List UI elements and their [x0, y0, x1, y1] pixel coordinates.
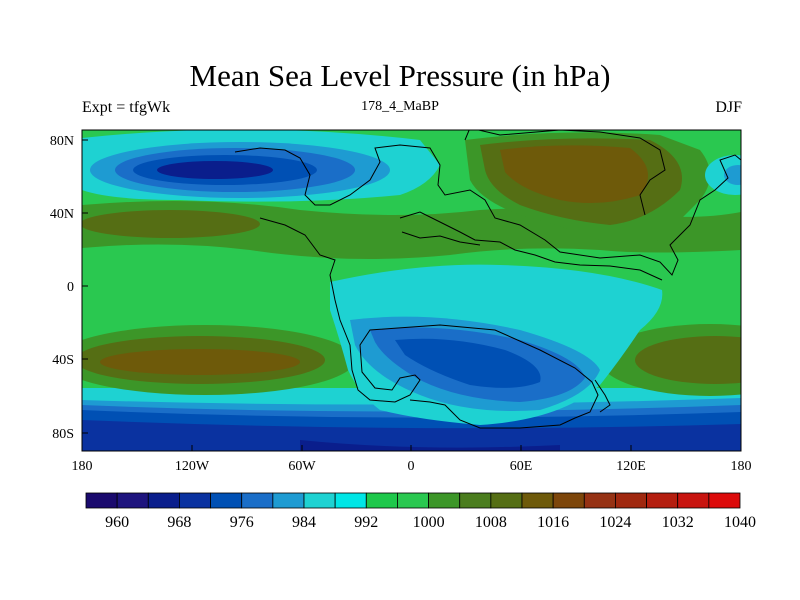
colorbar-swatch — [646, 492, 679, 509]
colorbar-label: 960 — [105, 514, 129, 531]
colorbar-swatch — [85, 492, 118, 509]
colorbar-swatch — [708, 492, 741, 509]
band-960-south — [300, 440, 560, 451]
y-tick-80n: 80N — [50, 134, 74, 149]
colorbar-swatch — [459, 492, 492, 509]
north-pangaea-coast — [234, 144, 741, 276]
colorbar-swatch — [272, 492, 305, 509]
x-tick-120w: 120W — [175, 459, 210, 474]
north-pangaea-coast-2 — [464, 130, 666, 216]
colorbar-swatch — [490, 492, 523, 509]
y-tick-80s: 80S — [52, 427, 74, 442]
colorbar-swatch — [147, 492, 180, 509]
map-title: Mean Sea Level Pressure (in hPa) — [189, 58, 611, 93]
colorbar-label: 984 — [292, 514, 316, 531]
season-label: DJF — [715, 99, 742, 116]
tethys-coast — [399, 211, 663, 281]
period-label: 178_4_MaBP — [361, 99, 439, 114]
experiment-label: Expt = tfgWk — [82, 99, 171, 116]
colorbar-swatch — [552, 492, 585, 509]
coastline — [234, 130, 741, 429]
subtropical-high-1020-east — [635, 336, 741, 384]
y-tick-40n: 40N — [50, 207, 74, 222]
north-pangaea-high-1024 — [500, 145, 648, 204]
x-tick-60e: 60E — [510, 459, 533, 474]
colorbar-labels: 960 968 976 984 992 1000 1008 1016 1024 1032 1040 — [105, 514, 756, 531]
mid-latitude-high-1020 — [82, 210, 260, 238]
x-tick-120e: 120E — [616, 459, 646, 474]
colorbar-swatch — [521, 492, 554, 509]
x-tick-60w: 60W — [288, 459, 316, 474]
colorbar-label: 1016 — [537, 514, 569, 531]
northeast-low-1000 — [705, 155, 741, 195]
south-pangaea-coast — [259, 217, 599, 429]
colorbar-label: 1024 — [599, 514, 631, 531]
colorbar-swatch — [210, 492, 243, 509]
colorbar-label: 976 — [230, 514, 254, 531]
colorbar-label: 1000 — [413, 514, 445, 531]
pressure-field — [82, 130, 741, 451]
x-tick-180e: 180 — [731, 459, 752, 474]
south-pangaea-low-976 — [395, 338, 541, 388]
colorbar-label: 1008 — [475, 514, 507, 531]
y-tick-40s: 40S — [52, 353, 74, 368]
colorbar-label: 1032 — [662, 514, 694, 531]
x-tick-0: 0 — [408, 459, 415, 474]
band-968-south — [82, 420, 741, 451]
subtropical-high-1024-west — [100, 349, 300, 375]
colorbar-swatch — [365, 492, 398, 509]
northeast-low-992 — [724, 165, 741, 185]
colorbar-swatch — [241, 492, 274, 509]
colorbar-label: 992 — [354, 514, 378, 531]
colorbar-swatch — [303, 492, 336, 509]
colorbar-swatch — [179, 492, 211, 509]
colorbar-swatch — [677, 492, 710, 509]
colorbar-swatch — [334, 492, 367, 509]
colorbar-swatch — [428, 492, 461, 509]
x-tick-180w: 180 — [72, 459, 93, 474]
south-east-coast — [594, 379, 611, 413]
north-low-968 — [157, 161, 273, 179]
colorbar-swatch — [397, 492, 429, 509]
colorbar-swatch — [116, 492, 149, 509]
colorbar-label: 968 — [167, 514, 191, 531]
colorbar-swatch — [583, 492, 616, 509]
tick-marks — [81, 139, 742, 451]
y-tick-0: 0 — [67, 280, 74, 295]
colorbar-swatch — [615, 492, 647, 509]
colorbar — [85, 492, 741, 509]
tethys-coast-2 — [401, 231, 481, 246]
colorbar-label: 1040 — [724, 514, 756, 531]
